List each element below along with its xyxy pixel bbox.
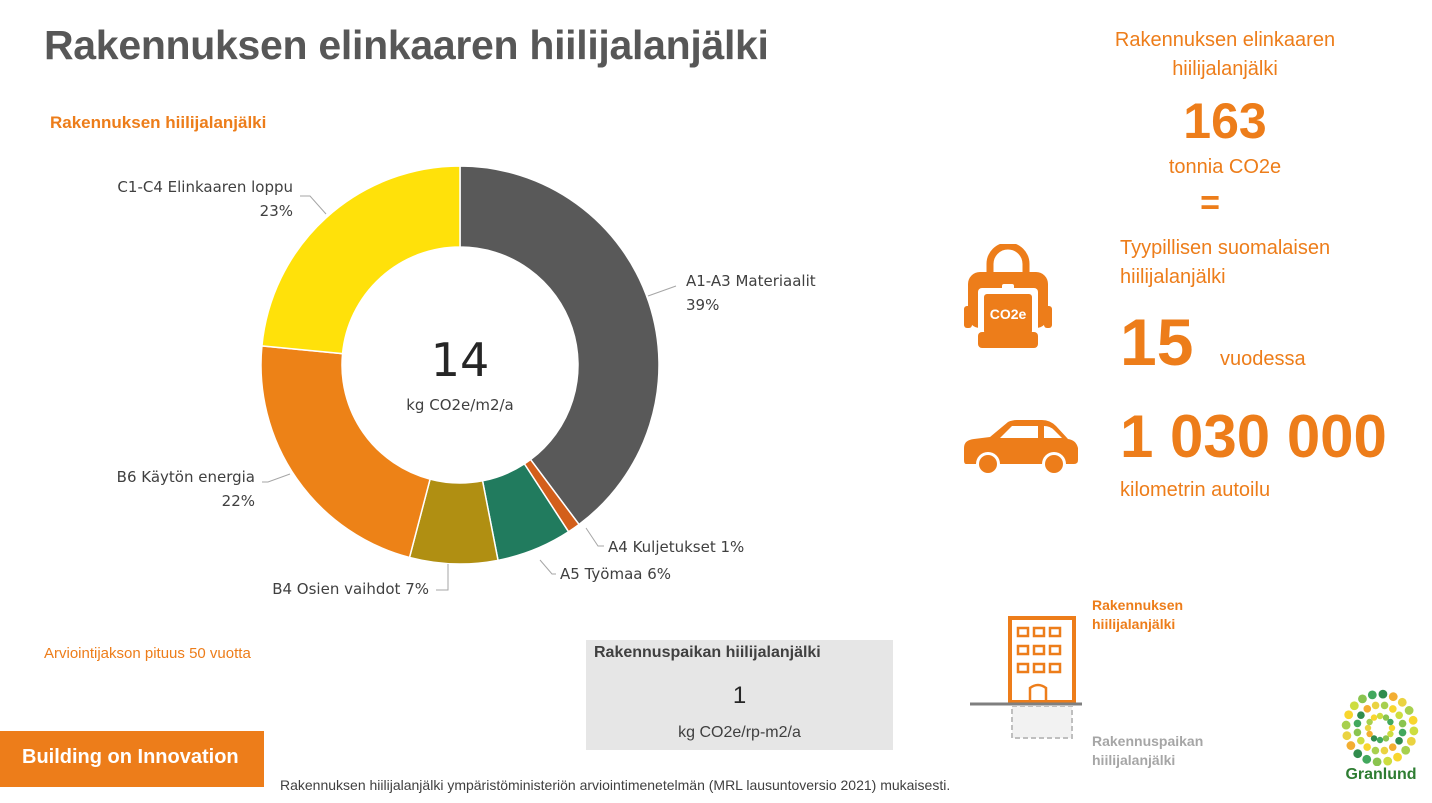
leader-line-4 (436, 564, 449, 591)
logo-dot (1370, 714, 1378, 721)
logo-dot (1349, 701, 1359, 711)
logo-dot (1376, 736, 1384, 744)
site-box-value: 1 (732, 682, 747, 709)
logo-dot (1366, 730, 1373, 738)
logo-dot (1387, 718, 1394, 726)
segment-label-2: A4 Kuljetukset 1% (608, 538, 744, 556)
logo-dot (1382, 735, 1390, 742)
bag-icon-text: CO2e (990, 306, 1027, 322)
segment-label-5: B6 Käytön energia 22% (117, 468, 255, 510)
typical-finn-label: Tyypillisen suomalaisen hiilijalanjälki (1120, 237, 1331, 288)
site-footprint-box (586, 640, 893, 750)
donut-chart: A1-A3 Materiaalit 39% A4 Kuljetukset 1% A5 … (117, 165, 816, 598)
logo-dot (1387, 730, 1394, 738)
logo-dot (1376, 712, 1384, 720)
total-title: Rakennuksen elinkaaren hiilijalanjälki (1114, 29, 1336, 80)
years-unit: vuodessa (1220, 348, 1306, 370)
footer-band (0, 731, 264, 787)
logo-dot (1395, 711, 1403, 720)
km-unit: kilometrin autoilu (1120, 479, 1271, 501)
car-icon (960, 418, 1080, 478)
footer-band-text: Building on Innovation (22, 746, 239, 768)
site-box-title: Rakennuspaikan hiilijalanjälki (594, 644, 821, 661)
leader-line-1 (647, 285, 677, 297)
logo-dot (1388, 743, 1397, 751)
segment-label-1: A1-A3 Materiaalit 39% (686, 272, 816, 314)
equals-sign: = (1200, 184, 1220, 222)
building-icon (968, 614, 1084, 744)
leader-line-2 (585, 527, 604, 547)
logo-dot (1363, 705, 1372, 713)
logo-dot (1395, 737, 1403, 745)
logo-dot (1344, 710, 1354, 720)
donut-segments (260, 165, 660, 565)
chart-heading: Rakennuksen hiilijalanjälki (50, 113, 267, 132)
logo-dot (1380, 746, 1389, 755)
logo-dot (1370, 735, 1378, 742)
logo-dot (1358, 694, 1367, 704)
logo-dot (1364, 724, 1372, 732)
logo-dot (1388, 692, 1398, 702)
logo-text: Granlund (1345, 766, 1417, 783)
granlund-logo (1340, 688, 1420, 766)
logo-dot (1346, 741, 1356, 750)
total-unit: tonnia CO2e (1168, 156, 1282, 178)
logo-dot (1401, 745, 1411, 755)
logo-dot (1408, 715, 1418, 725)
center-unit: kg CO2e/m2/a (406, 396, 513, 414)
logo-dot (1353, 749, 1363, 759)
legend-site: Rakennuspaikan hiilijalanjälki (1092, 733, 1204, 768)
logo-dot (1357, 736, 1365, 745)
logo-dot (1388, 724, 1396, 732)
km-value: 1 030 000 (1120, 403, 1387, 470)
logo-dot (1397, 697, 1407, 707)
center-value: 14 (431, 333, 490, 387)
logo-dot (1406, 736, 1416, 746)
logo-dot (1389, 705, 1397, 713)
segment-label-3: A5 Työmaa 6% (560, 565, 671, 583)
donut-segment-5 (260, 345, 431, 559)
logo-dot (1372, 757, 1382, 766)
logo-dot (1363, 743, 1371, 751)
logo-dot (1398, 719, 1407, 728)
logo-dot (1366, 718, 1373, 726)
logo-dot (1393, 752, 1402, 762)
logo-dot (1367, 690, 1377, 700)
logo-dot (1382, 714, 1390, 721)
logo-dot (1383, 756, 1393, 766)
leader-line-5 (262, 473, 291, 483)
logo-dot (1371, 701, 1380, 710)
logo-dot (1342, 731, 1352, 741)
segment-label-6: C1-C4 Elinkaaren loppu 23% (117, 178, 293, 220)
donut-labels: A1-A3 Materiaalit 39% A4 Kuljetukset 1% A5 … (117, 178, 816, 598)
site-box-unit: kg CO2e/rp-m2/a (678, 724, 801, 741)
total-value: 163 (1183, 93, 1267, 149)
years-value: 15 (1120, 305, 1194, 379)
logo-dot (1404, 706, 1414, 715)
logo-dot (1371, 746, 1380, 755)
logo-dot (1398, 728, 1407, 737)
leader-line-6 (300, 195, 327, 215)
logo-dot (1378, 689, 1388, 699)
leader-line-3 (539, 559, 556, 575)
legend-building: Rakennuksen hiilijalanjälki (1092, 597, 1184, 632)
logo-dot (1357, 711, 1365, 719)
donut-leaders (262, 195, 677, 591)
footer-note: Rakennuksen hiilijalanjälki ympäristömin… (280, 777, 951, 793)
logo-dot (1353, 728, 1362, 737)
segment-label-4: B4 Osien vaihdot 7% (272, 580, 429, 598)
co2-bag-icon: CO2e (962, 244, 1054, 350)
page-title: Rakennuksen elinkaaren hiilijalanjälki (44, 22, 769, 68)
logo-dot (1353, 719, 1362, 728)
logo-dot (1341, 720, 1351, 730)
logo-dot (1409, 726, 1419, 736)
donut-segment-1 (459, 165, 660, 526)
logo-dot (1380, 701, 1389, 710)
donut-segment-6 (261, 165, 461, 355)
period-note: Arviointijakson pituus 50 vuotta (44, 645, 251, 662)
logo-dot (1362, 754, 1372, 764)
